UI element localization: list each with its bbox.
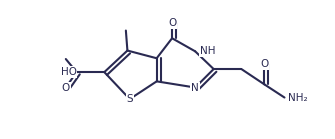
- Text: S: S: [126, 94, 133, 104]
- Text: HO: HO: [61, 67, 77, 77]
- Text: O: O: [260, 59, 269, 69]
- Text: NH₂: NH₂: [287, 93, 307, 103]
- Text: O: O: [168, 18, 176, 28]
- Text: N: N: [191, 83, 199, 93]
- Text: NH: NH: [200, 46, 215, 56]
- Text: O: O: [62, 83, 70, 93]
